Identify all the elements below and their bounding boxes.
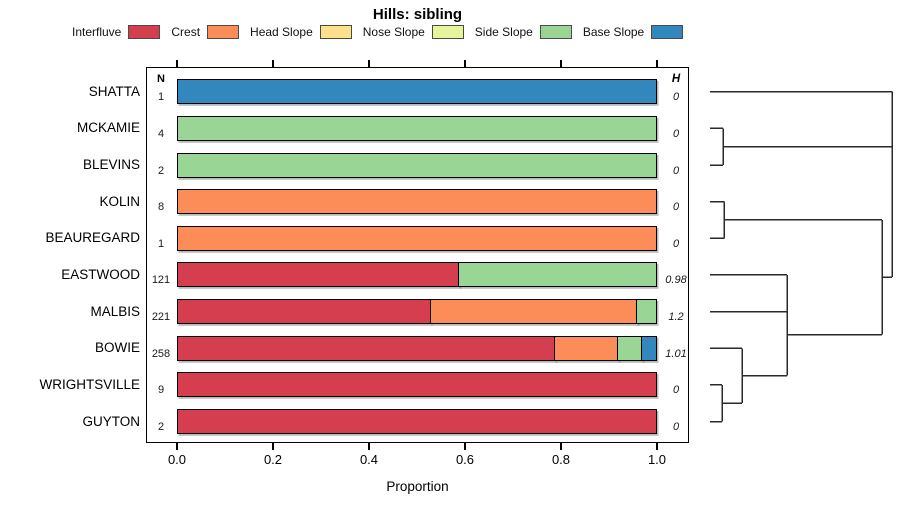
bar-segment-crest xyxy=(554,335,619,361)
h-value: 1.01 xyxy=(665,347,687,360)
legend-label: Nose Slope xyxy=(362,25,425,39)
legend-item: Interfluve xyxy=(72,25,161,39)
row-label: BLEVINS xyxy=(82,157,140,172)
legend: Interfluve Crest Head Slope Nose Slope Side … xyxy=(72,25,694,39)
h-value: 0 xyxy=(672,201,680,214)
n-value: 258 xyxy=(151,347,171,360)
bar-segment-side-slope xyxy=(177,115,657,141)
x-tick-label: 1.0 xyxy=(647,452,667,467)
x-axis-label: Proportion xyxy=(386,479,449,494)
bar-segment-crest xyxy=(177,189,657,215)
n-value: 121 xyxy=(151,274,171,287)
bar-segment-side-slope xyxy=(177,152,657,178)
n-value: 8 xyxy=(157,201,165,214)
bar-segment-base-slope xyxy=(177,79,657,105)
legend-swatch xyxy=(539,25,572,39)
row-label: KOLIN xyxy=(99,193,140,209)
x-tick-label: 0.0 xyxy=(167,452,187,467)
legend-label: Interfluve xyxy=(72,25,122,39)
row-label: BOWIE xyxy=(94,340,140,356)
h-value: 0 xyxy=(672,127,680,140)
bar-segment-crest xyxy=(429,299,638,325)
x-tick-top xyxy=(656,60,658,67)
plot-area xyxy=(146,67,689,443)
x-tick-label: 0.8 xyxy=(551,452,571,467)
x-tick-top xyxy=(464,60,466,67)
bar-segment-base-slope xyxy=(640,335,657,361)
h-value: 0 xyxy=(672,384,680,397)
legend-label: Head Slope xyxy=(250,25,313,39)
n-value: 221 xyxy=(151,311,171,324)
bar-segment-interfluve xyxy=(177,335,557,361)
h-column-header: H xyxy=(671,72,681,85)
x-tick-top xyxy=(368,60,370,67)
legend-item: Side Slope xyxy=(475,25,572,39)
legend-swatch xyxy=(319,25,352,39)
row-label: BEAUREGARD xyxy=(45,230,140,246)
legend-label: Base Slope xyxy=(582,25,645,39)
n-column-header: N xyxy=(157,72,165,85)
legend-swatch xyxy=(207,25,240,39)
x-tick-top xyxy=(560,60,562,67)
legend-label: Crest xyxy=(171,25,201,39)
legend-item: Nose Slope xyxy=(363,25,464,39)
bar-segment-crest xyxy=(177,225,657,251)
legend-label: Side Slope xyxy=(474,25,533,39)
n-value: 1 xyxy=(157,237,165,250)
row-label: GUYTON xyxy=(82,413,140,429)
bar-segment-side-slope xyxy=(636,299,657,325)
legend-item: Head Slope xyxy=(250,25,352,39)
x-tick xyxy=(176,443,178,450)
x-tick-top xyxy=(272,60,274,67)
n-value: 9 xyxy=(157,384,165,397)
row-label: WRIGHTSVILLE xyxy=(39,376,140,392)
x-tick xyxy=(368,443,370,450)
bar-segment-interfluve xyxy=(177,409,657,435)
x-tick-label: 0.4 xyxy=(359,452,379,467)
x-tick xyxy=(272,443,274,450)
h-value: 0.98 xyxy=(665,274,687,287)
x-tick xyxy=(656,443,658,450)
chart-title: Hills: sibling xyxy=(372,6,463,23)
row-label: MCKAMIE xyxy=(76,120,140,136)
x-tick-label: 0.6 xyxy=(455,452,475,467)
n-value: 4 xyxy=(157,127,165,140)
legend-swatch xyxy=(651,25,684,39)
n-value: 2 xyxy=(157,421,165,434)
legend-swatch xyxy=(128,25,161,39)
row-label: EASTWOOD xyxy=(61,266,140,282)
n-value: 1 xyxy=(157,91,165,104)
h-value: 1.2 xyxy=(668,311,684,324)
legend-item: Base Slope xyxy=(582,25,684,39)
bar-segment-interfluve xyxy=(177,372,657,398)
row-label: MALBIS xyxy=(90,303,140,319)
h-value: 0 xyxy=(672,421,680,434)
h-value: 0 xyxy=(672,237,680,250)
x-tick-label: 0.2 xyxy=(263,452,283,467)
n-value: 2 xyxy=(157,164,165,177)
legend-swatch xyxy=(431,25,464,39)
legend-item: Crest xyxy=(171,25,240,39)
bar-segment-side-slope xyxy=(458,262,657,288)
row-label: SHATTA xyxy=(88,83,140,99)
x-tick-top xyxy=(176,60,178,67)
h-value: 0 xyxy=(672,91,680,104)
h-value: 0 xyxy=(672,164,680,177)
x-tick xyxy=(464,443,466,450)
bar-segment-interfluve xyxy=(177,299,432,325)
x-tick xyxy=(560,443,562,450)
